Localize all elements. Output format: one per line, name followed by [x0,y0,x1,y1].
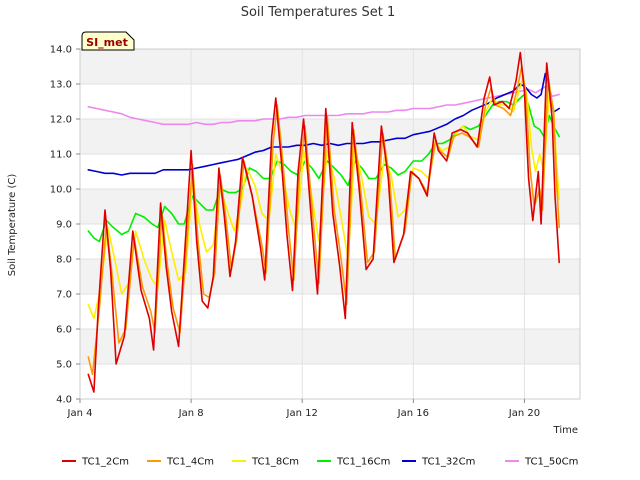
x-tick-label: Jan 20 [508,408,540,419]
series-line-tc1-2cm [87,51,560,393]
y-tick-label: 14.0 [50,45,72,56]
x-axis-ticks: Jan 4 Jan 8 Jan 12 Jan 16 Jan 20 [67,399,540,419]
y-tick-label: 9.0 [56,220,72,231]
plot-band [80,329,580,364]
station-badge-label: SI_met [86,36,128,49]
x-tick-label: Jan 16 [397,408,429,419]
legend-label-tc1-50cm: TC1_50Cm [524,457,578,468]
x-tick-label: Jan 8 [178,408,204,419]
legend-label-tc1-4cm: TC1_4Cm [166,457,214,468]
y-tick-label: 7.0 [56,290,72,301]
y-tick-label: 6.0 [56,325,72,336]
plot-band [80,364,580,399]
y-tick-label: 13.0 [50,80,72,91]
y-tick-label: 11.0 [50,150,72,161]
legend: TC1_2Cm TC1_4Cm TC1_8Cm TC1_16Cm TC1_32Cm TC1… [62,457,578,468]
legend-label-tc1-16cm: TC1_16Cm [336,457,390,468]
plot-band [80,224,580,259]
plot-band [80,49,580,84]
series-line-tc1-32cm [87,72,560,176]
legend-label-tc1-2cm: TC1_2Cm [81,457,129,468]
y-tick-label: 5.0 [56,360,72,371]
y-axis-ticks: 4.0 5.0 6.0 7.0 8.0 9.0 10.0 11.0 12.0 13.0 14.0 [50,45,80,406]
series-layer [87,51,560,393]
station-badge: SI_met [81,31,135,51]
x-tick-label: Jan 12 [286,408,318,419]
legend-label-tc1-32cm: TC1_32Cm [421,457,475,468]
x-axis-label: Time [553,425,578,436]
plot-band [80,294,580,329]
series-line-tc1-50cm [87,85,560,126]
plot-band [80,189,580,224]
y-tick-label: 4.0 [56,395,72,406]
y-tick-label: 10.0 [50,185,72,196]
plot-band [80,259,580,294]
series-line-tc1-4cm [87,65,560,376]
station-badge-box [81,31,135,51]
chart-title: Soil Temperatures Set 1 [241,5,396,20]
y-tick-label: 12.0 [50,115,72,126]
y-axis-label: Soil Temperature (C) [7,174,18,277]
y-tick-label: 8.0 [56,255,72,266]
x-tick-label: Jan 4 [67,408,93,419]
legend-label-tc1-8cm: TC1_8Cm [251,457,299,468]
